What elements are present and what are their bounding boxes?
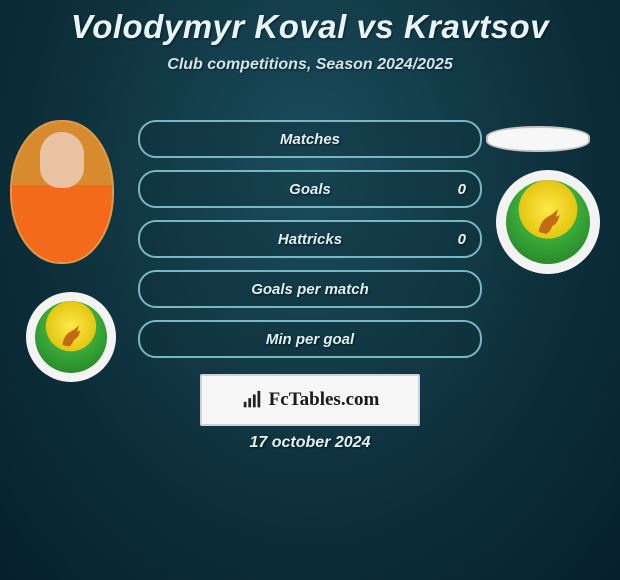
stat-row-goals-per-match: Goals per match [138,270,482,308]
stat-row-hattricks: Hattricks 0 [138,220,482,258]
date-text: 17 october 2024 [0,434,620,452]
deer-icon [54,320,87,353]
brand-text: FcTables.com [269,389,380,411]
stat-row-value-right: 0 [458,181,466,198]
stat-rows: Matches Goals 0 Hattricks 0 Goals per ma… [138,120,482,370]
club-badge-left-inner [35,301,107,373]
stat-row-value-right: 0 [458,231,466,248]
stat-row-min-per-goal: Min per goal [138,320,482,358]
page-subtitle: Club competitions, Season 2024/2025 [0,56,620,74]
stat-row-label: Min per goal [266,331,354,348]
brand-box: FcTables.com [200,374,420,426]
stat-row-goals: Goals 0 [138,170,482,208]
player-left-head [40,132,84,188]
stat-row-label: Goals [289,181,331,198]
page-title: Volodymyr Koval vs Kravtsov [0,0,620,46]
stat-row-label: Goals per match [251,281,369,298]
player-right-avatar-placeholder [486,126,590,152]
stat-row-label: Hattricks [278,231,342,248]
player-left-avatar [10,120,114,264]
club-badge-right-inner [506,180,590,264]
stat-row-label: Matches [280,131,340,148]
club-badge-left [26,292,116,382]
bar-chart-icon [241,389,263,411]
player-left-jersey [12,185,112,262]
stat-row-matches: Matches [138,120,482,158]
deer-icon [529,203,568,242]
club-badge-right [496,170,600,274]
